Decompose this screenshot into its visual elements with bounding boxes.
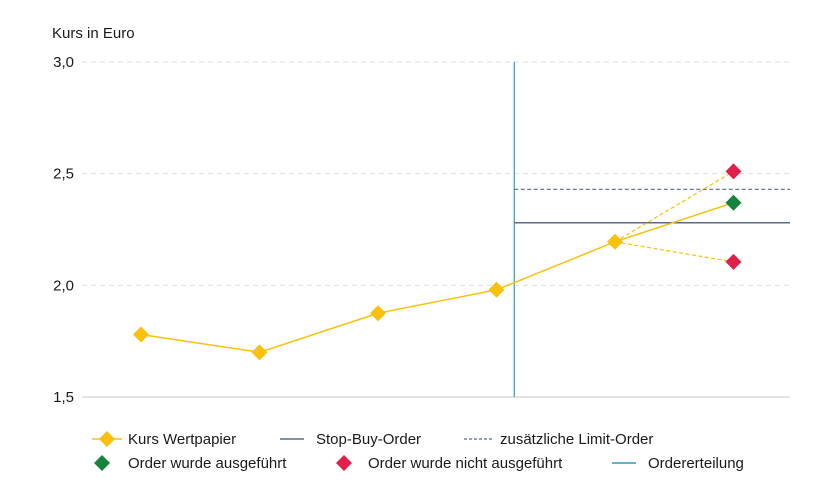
reference-lines xyxy=(513,62,790,397)
legend-symbol-executed xyxy=(92,455,122,471)
legend-item-order: Ordererteilung xyxy=(612,452,744,474)
y-tick-label: 3,0 xyxy=(53,54,74,71)
y-tick-label: 1,5 xyxy=(53,389,74,406)
executed-path-line xyxy=(614,201,734,243)
legend-item-not-executed: Order wurde nicht ausgeführt xyxy=(332,452,562,474)
legend-item-executed: Order wurde ausgeführt xyxy=(92,452,286,474)
legend-symbol-order xyxy=(612,455,642,471)
legend-item-stop-buy: Stop-Buy-Order xyxy=(280,428,421,450)
legend-label-kurs: Kurs Wertpapier xyxy=(128,430,237,448)
markers xyxy=(133,163,742,361)
y-ticks: 1,5 2,0 2,5 3,0 xyxy=(53,54,74,406)
legend-label-limit: zusätzliche Limit-Order xyxy=(500,430,654,448)
kurs-point xyxy=(488,281,505,298)
kurs-wertpapier-line xyxy=(140,241,616,354)
not-executed-point xyxy=(725,163,742,180)
executed-point xyxy=(725,194,742,211)
not-executed-path-line xyxy=(614,170,734,243)
legend-item-kurs: Kurs Wertpapier xyxy=(92,428,236,450)
legend-symbol-kurs xyxy=(92,431,122,447)
legend-item-limit: zusätzliche Limit-Order xyxy=(464,428,653,450)
legend-label-stop-buy: Stop-Buy-Order xyxy=(316,430,422,448)
y-tick-label: 2,5 xyxy=(53,166,74,183)
y-tick-label: 2,0 xyxy=(53,277,74,294)
not-executed-point xyxy=(725,253,742,270)
kurs-point xyxy=(607,233,623,250)
legend-symbol-not-executed xyxy=(332,455,362,471)
not-executed-path-line xyxy=(614,241,734,263)
legend-label-executed: Order wurde ausgeführt xyxy=(128,454,287,472)
y-axis-label: Kurs in Euro xyxy=(52,25,135,42)
kurs-point xyxy=(370,305,386,322)
grid xyxy=(82,61,790,398)
legend-label-order: Ordererteilung xyxy=(648,454,744,472)
legend-label-not-executed: Order wurde nicht ausgeführt xyxy=(368,454,563,472)
series-kurs-wertpapier xyxy=(140,170,734,354)
kurs-point xyxy=(251,344,268,361)
legend-symbol-stop-buy xyxy=(280,431,310,447)
kurs-point xyxy=(133,326,149,343)
legend-symbol-limit xyxy=(464,431,494,447)
